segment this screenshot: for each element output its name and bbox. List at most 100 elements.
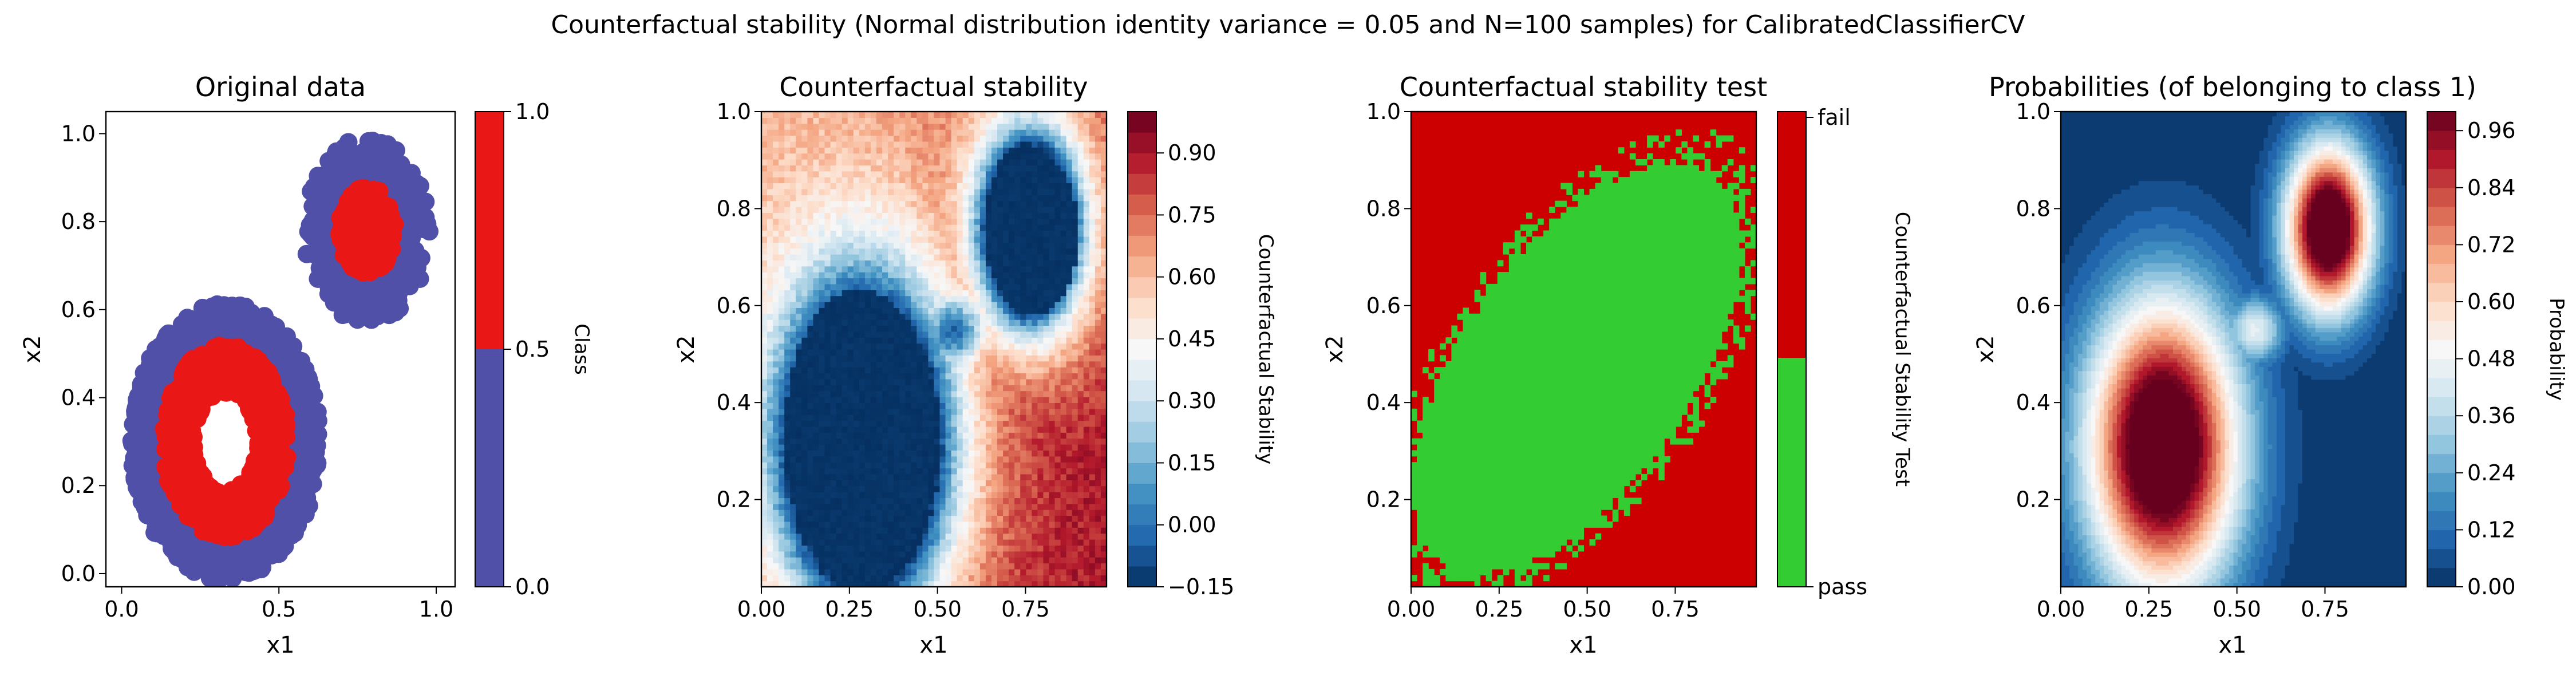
heatmap-cell (761, 224, 768, 231)
heatmap-cell (864, 373, 871, 380)
heatmap-cell (922, 248, 929, 255)
heatmap-cell (796, 307, 802, 314)
heatmap-cell (819, 272, 825, 279)
heatmap-cell (813, 337, 820, 344)
heatmap-cell (784, 236, 791, 243)
x-tick-label: 0.5 (262, 597, 296, 622)
heatmap-cell (767, 117, 773, 124)
heatmap-cell (813, 563, 820, 570)
heatmap-cell (790, 568, 796, 575)
heatmap-cell (819, 141, 825, 148)
heatmap-cell (773, 141, 779, 148)
heatmap-cell (813, 390, 820, 397)
heatmap-cell (847, 563, 854, 570)
heatmap-cell (830, 468, 837, 475)
heatmap-cell (922, 171, 929, 177)
heatmap-cell (870, 236, 877, 243)
heatmap-cell (916, 230, 923, 237)
heatmap-cell (796, 563, 802, 570)
heatmap-cell (922, 183, 929, 189)
heatmap-cell (824, 408, 831, 415)
heatmap-cell (819, 295, 825, 302)
heatmap-cell (847, 147, 854, 154)
heatmap-cell (853, 165, 860, 172)
heatmap-cell (836, 278, 843, 285)
heatmap-cell (779, 200, 785, 207)
heatmap-cell (934, 218, 941, 225)
heatmap-cell (922, 129, 929, 136)
heatmap-cell (784, 337, 791, 344)
heatmap-cell (939, 224, 946, 231)
heatmap-cell (784, 390, 791, 397)
heatmap-cell (796, 581, 802, 587)
heatmap-cell (894, 283, 900, 290)
heatmap-cell (807, 385, 814, 392)
heatmap-cell (841, 373, 848, 380)
heatmap-cell (945, 438, 952, 445)
heatmap-cell (847, 165, 854, 172)
heatmap-cell (876, 473, 883, 480)
heatmap-cell (888, 313, 894, 320)
heatmap-cell (859, 200, 866, 207)
heatmap-cell (830, 147, 837, 154)
heatmap-cell (796, 141, 802, 148)
heatmap-cell (761, 159, 768, 165)
heatmap-cell (784, 224, 791, 231)
heatmap-cell (801, 450, 808, 457)
scatter-point-class0 (250, 552, 268, 571)
heatmap-cell (945, 313, 952, 320)
heatmap-cell (761, 236, 768, 243)
heatmap-cell (922, 349, 929, 356)
heatmap-cell (864, 521, 871, 528)
heatmap-cell (796, 224, 802, 231)
heatmap-cell (824, 230, 831, 237)
y-tick-label: 0.6 (61, 297, 96, 322)
heatmap-cell (864, 390, 871, 397)
heatmap-cell (819, 355, 825, 362)
heatmap-cell (767, 473, 773, 480)
heatmap-cell (864, 177, 871, 184)
heatmap-cell (784, 242, 791, 249)
heatmap-cell (905, 307, 911, 314)
heatmap-cell (945, 397, 952, 403)
heatmap-cell (784, 402, 791, 409)
heatmap-cell (761, 510, 768, 516)
heatmap-cell (934, 397, 941, 403)
heatmap-cell (899, 236, 906, 243)
heatmap-cell (876, 568, 883, 575)
heatmap-cell (922, 480, 929, 487)
heatmap-cell (790, 390, 796, 397)
heatmap-cell (847, 551, 854, 558)
heatmap-cell (796, 468, 802, 475)
heatmap-cell (790, 325, 796, 332)
heatmap-cell (864, 224, 871, 231)
heatmap-cell (813, 212, 820, 219)
heatmap-cell (813, 557, 820, 564)
heatmap-cell (847, 302, 854, 308)
heatmap-cell (934, 343, 941, 350)
heatmap-cell (813, 414, 820, 421)
heatmap-cell (841, 188, 848, 195)
heatmap-cell (784, 272, 791, 279)
scatter-point-class0 (381, 155, 400, 173)
heatmap-cell (761, 212, 768, 219)
heatmap-cell (807, 521, 814, 528)
heatmap-cell (836, 230, 843, 237)
heatmap-cell (824, 260, 831, 267)
heatmap-cell (841, 498, 848, 504)
heatmap-cell (807, 313, 814, 320)
heatmap-cell (939, 242, 946, 249)
heatmap-cell (894, 575, 900, 582)
heatmap-cell (847, 462, 854, 469)
heatmap-cell (767, 141, 773, 148)
heatmap-cell (853, 385, 860, 392)
heatmap-cell (790, 254, 796, 260)
heatmap-cell (801, 545, 808, 552)
heatmap-cell (905, 498, 911, 504)
heatmap-cell (847, 272, 854, 279)
heatmap-cell (939, 539, 946, 546)
heatmap-cell (773, 254, 779, 260)
heatmap-cell (824, 295, 831, 302)
heatmap-cell (761, 575, 768, 582)
heatmap-cell (819, 135, 825, 142)
